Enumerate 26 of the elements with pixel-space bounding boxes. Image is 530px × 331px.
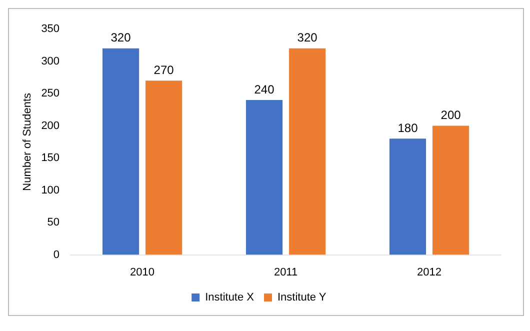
y-tick-label: 100 bbox=[41, 184, 60, 196]
bar bbox=[246, 100, 283, 255]
y-tick-label: 0 bbox=[53, 248, 60, 261]
bar bbox=[389, 138, 426, 255]
x-tick-label: 2012 bbox=[417, 266, 442, 278]
bar bbox=[289, 48, 326, 255]
y-tick-label: 150 bbox=[41, 152, 60, 164]
bar bbox=[432, 126, 470, 255]
data-label: 270 bbox=[154, 62, 174, 77]
y-tick-label: 250 bbox=[41, 88, 60, 100]
bar bbox=[102, 48, 140, 255]
data-label: 320 bbox=[110, 30, 132, 45]
data-label: 180 bbox=[398, 120, 418, 135]
legend-label: Institute X bbox=[205, 292, 255, 304]
y-axis-title: Number of Students bbox=[22, 92, 34, 191]
bar bbox=[146, 80, 182, 255]
data-label: 320 bbox=[297, 30, 318, 45]
x-tick-label: 2011 bbox=[274, 266, 298, 278]
y-tick-label: 200 bbox=[41, 120, 60, 132]
y-tick-label: 300 bbox=[41, 55, 60, 68]
x-tick-label: 2010 bbox=[130, 266, 155, 278]
data-label: 200 bbox=[440, 108, 462, 122]
y-tick-label: 350 bbox=[41, 23, 60, 36]
y-tick-label: 50 bbox=[47, 216, 60, 229]
legend-label: Institute Y bbox=[278, 292, 327, 304]
data-label: 240 bbox=[254, 82, 275, 96]
